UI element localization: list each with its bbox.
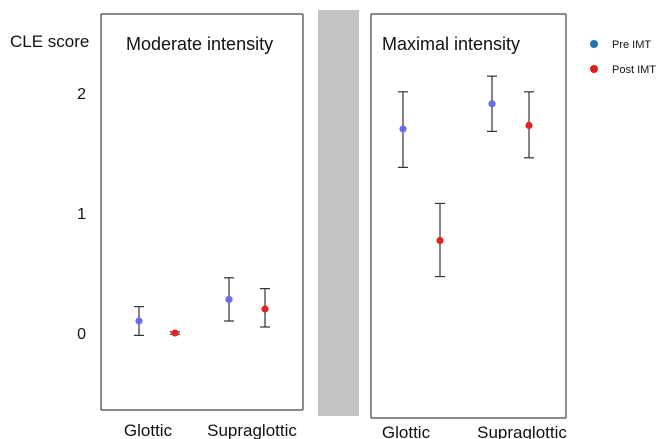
panel-divider: [318, 10, 359, 416]
legend: Pre IMT Post IMT: [590, 39, 656, 76]
point-moderate-post-imt-glottic: [171, 329, 179, 337]
legend-label-pre-imt: Pre IMT: [612, 39, 651, 51]
panel-moderate-title: Moderate intensity: [126, 34, 273, 54]
panel-moderate: Moderate intensity Glottic Supraglottic: [100, 13, 304, 439]
panel-moderate-x-label-supraglottic: Supraglottic: [207, 421, 297, 439]
legend-label-post-imt: Post IMT: [612, 64, 656, 76]
y-tick-label-1: 1: [77, 206, 86, 223]
point-maximal-post-imt-glottic: [436, 237, 444, 245]
panel-moderate-x-label-glottic: Glottic: [124, 421, 173, 439]
point-moderate-post-imt-supraglottic: [261, 305, 269, 313]
y-tick-label-0: 0: [77, 326, 86, 343]
panel-moderate-marks: [134, 277, 270, 337]
legend-marker-post-imt: [590, 65, 598, 73]
point-moderate-pre-imt-supraglottic: [225, 295, 233, 303]
panel-maximal: Maximal intensity Glottic Supraglottic: [370, 13, 567, 439]
y-tick-label-2: 2: [77, 86, 86, 103]
point-moderate-pre-imt-glottic: [135, 317, 143, 325]
point-maximal-pre-imt-supraglottic: [488, 100, 496, 108]
panel-maximal-x-label-supraglottic: Supraglottic: [477, 423, 567, 439]
legend-marker-pre-imt: [590, 40, 598, 48]
point-maximal-pre-imt-glottic: [399, 125, 407, 133]
panel-maximal-marks: [398, 75, 534, 278]
y-axis-label: CLE score: [10, 32, 89, 51]
panel-maximal-title: Maximal intensity: [382, 34, 520, 54]
panel-maximal-x-label-glottic: Glottic: [382, 423, 431, 439]
point-maximal-post-imt-supraglottic: [525, 121, 533, 129]
